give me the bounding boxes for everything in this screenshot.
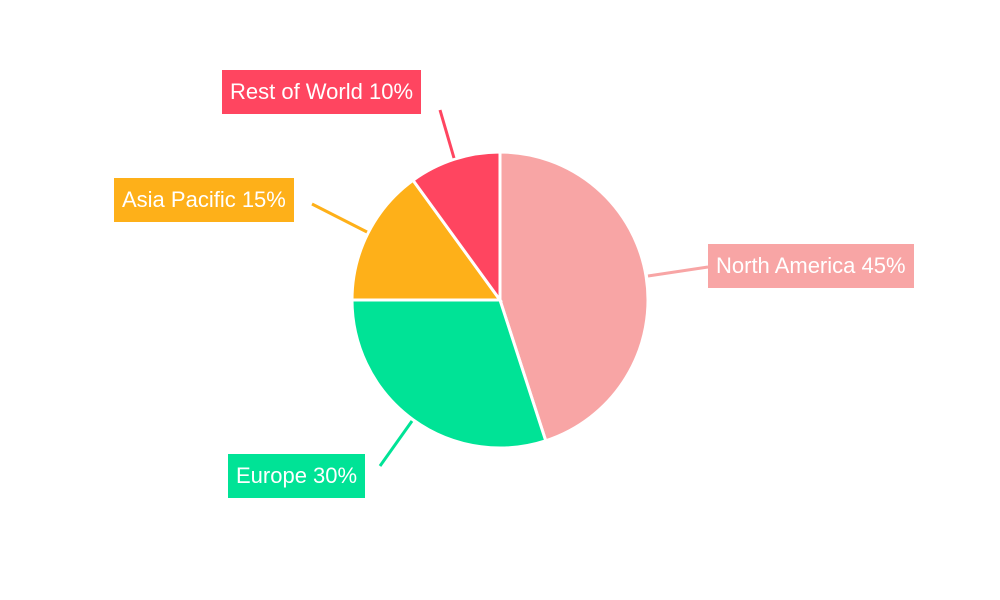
leader-line — [378, 420, 414, 467]
data-label: Rest of World 10% — [222, 70, 422, 114]
pie-slice-europe[interactable] — [350, 298, 548, 450]
data-label: Europe 30% — [228, 454, 366, 498]
leader-line — [438, 109, 456, 159]
data-label: North America 45% — [708, 244, 914, 288]
data-label: Asia Pacific 15% — [114, 178, 294, 222]
pie-slice-rest-of-world[interactable] — [410, 150, 502, 305]
leader-line — [647, 265, 709, 278]
pie-slice-asia-pacific[interactable] — [350, 178, 503, 302]
pie-slice-north-america[interactable] — [498, 150, 650, 443]
leader-line — [311, 202, 368, 234]
